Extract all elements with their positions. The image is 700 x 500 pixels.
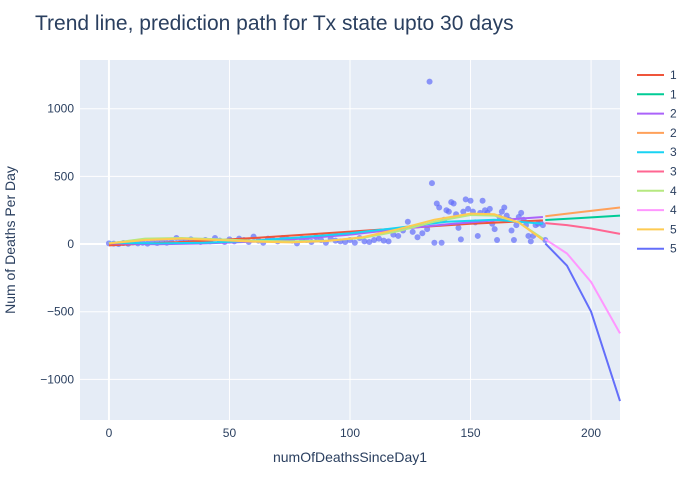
series-line <box>545 214 621 221</box>
y-tick-label: 0 <box>67 237 74 251</box>
y-tick-label: 1000 <box>47 102 74 116</box>
scatter-point <box>455 224 462 231</box>
scatter-point <box>450 200 457 207</box>
scatter-point <box>467 197 474 204</box>
scatter-point <box>457 236 464 243</box>
scatter-point <box>395 232 402 239</box>
series-line <box>544 238 621 334</box>
scatter-point <box>513 222 520 229</box>
scatter-point <box>462 196 469 203</box>
scatter-point <box>491 226 498 233</box>
series-line <box>545 206 621 218</box>
series-line <box>108 219 543 247</box>
x-tick-label: 0 <box>106 426 113 440</box>
y-axis-label: Num of Deaths Per Day <box>2 166 18 314</box>
scatter-point <box>409 228 416 235</box>
scatter-point <box>460 208 467 215</box>
series-line <box>108 218 543 245</box>
scatter-point <box>445 208 452 215</box>
x-tick-labels: 0 50 100 150 200 <box>106 426 602 440</box>
y-tick-label: −1000 <box>40 372 74 386</box>
legend-label: 1 <box>670 68 677 82</box>
x-tick-label: 200 <box>581 426 601 440</box>
scatter-point <box>428 180 435 187</box>
scatter-point <box>436 204 443 211</box>
x-axis-label: numOfDeathsSinceDay1 <box>273 449 427 465</box>
scatter-point <box>361 238 368 245</box>
scatter-point <box>414 234 421 241</box>
series-lines <box>108 206 621 402</box>
y-tick-labels: −1000 −500 0 500 1000 <box>40 102 74 387</box>
scatter-point <box>474 232 481 239</box>
scatter-point <box>508 227 515 234</box>
legend-label: 5 <box>670 222 677 236</box>
series-line <box>544 242 621 402</box>
legend-label: 1 <box>670 87 677 101</box>
chart-title: Trend line, prediction path for Tx state… <box>35 12 514 35</box>
series-line <box>108 212 544 245</box>
scatter-point <box>494 237 501 243</box>
scatter-point <box>525 232 532 239</box>
legend-label: 2 <box>670 107 677 121</box>
legend-label: 3 <box>670 145 677 159</box>
y-tick-label: −500 <box>47 305 74 319</box>
scatter-point <box>419 230 426 237</box>
scatter-point <box>380 237 387 244</box>
scatter-point <box>510 237 517 243</box>
legend-label: 2 <box>670 126 677 140</box>
scatter-point <box>426 78 433 85</box>
scatter-point <box>479 197 486 204</box>
scatter-point <box>465 205 472 212</box>
scatter-point <box>375 235 382 242</box>
legend-label: 5 <box>670 242 677 256</box>
scatter-point <box>518 209 525 216</box>
series-line <box>545 222 621 235</box>
scatter-point <box>371 237 378 243</box>
scatter-point <box>366 239 373 246</box>
scatter-point <box>527 238 534 245</box>
scatter-point <box>385 238 392 245</box>
scatter-point <box>431 239 438 246</box>
legend: 1 1 2 2 3 3 4 4 5 5 <box>637 68 677 256</box>
scatter-point <box>404 218 411 225</box>
legend-label: 3 <box>670 165 677 179</box>
y-tick-label: 500 <box>54 169 74 183</box>
legend-label: 4 <box>670 184 677 198</box>
x-tick-label: 150 <box>461 426 481 440</box>
scatter-point <box>438 239 445 246</box>
legend-label: 4 <box>670 203 677 217</box>
x-tick-label: 100 <box>340 426 360 440</box>
scatter-point <box>342 239 349 246</box>
x-tick-label: 50 <box>223 426 237 440</box>
scatter-point <box>486 205 493 212</box>
scatter-point <box>351 239 358 246</box>
scatter-point <box>501 204 508 211</box>
